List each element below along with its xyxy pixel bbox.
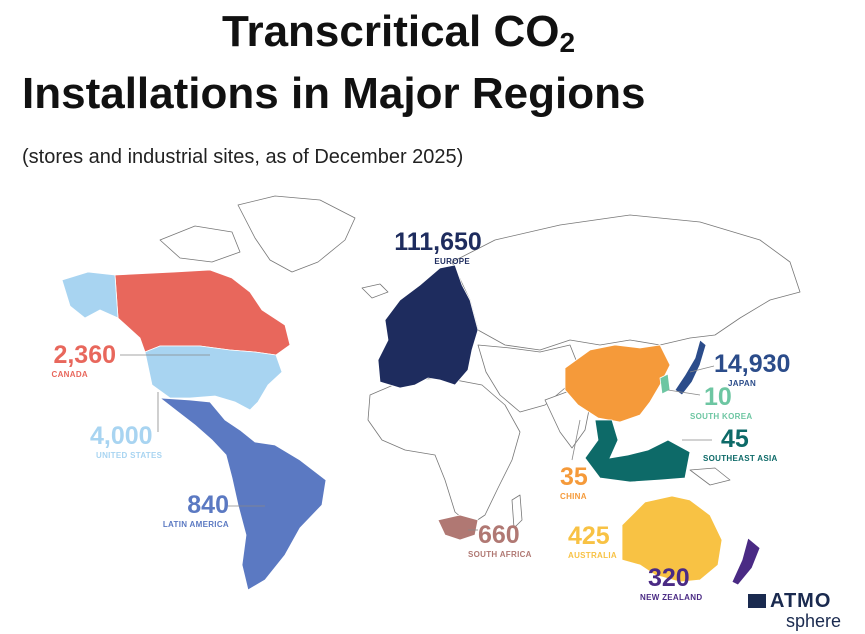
south-africa-region — [437, 514, 479, 541]
korea-leader-line — [667, 389, 701, 396]
label-latin-america: 840 LATIN AMERICA — [145, 491, 229, 530]
name-japan: JAPAN — [728, 379, 757, 388]
value-china: 35 — [560, 463, 588, 491]
greenland-shape — [237, 195, 356, 273]
chart-subtitle: (stores and industrial sites, as of Dece… — [22, 146, 464, 168]
australia-region — [621, 495, 723, 583]
value-japan: 14,930 — [714, 350, 791, 378]
value-australia: 425 — [568, 522, 610, 550]
china-leader-line — [571, 419, 581, 461]
value-new-zealand: 320 — [648, 564, 690, 592]
south-korea-region — [659, 373, 671, 395]
logo-mark-icon — [748, 594, 766, 608]
label-usa: 4,000 UNITED STATES — [90, 422, 200, 461]
label-australia: 425 AUSTRALIA — [568, 522, 638, 561]
usa-region — [144, 345, 283, 411]
logo-bottom-text: sphere — [786, 611, 842, 631]
label-new-zealand: 320 NEW ZEALAND — [640, 564, 730, 603]
name-south-africa: SOUTH AFRICA — [468, 550, 532, 559]
value-europe: 111,650 — [394, 228, 482, 256]
name-china: CHINA — [560, 492, 587, 501]
value-usa: 4,000 — [90, 422, 153, 450]
iceland-shape — [361, 283, 389, 299]
value-south-korea: 10 — [704, 383, 732, 411]
africa-shape — [367, 377, 521, 526]
label-canada: 2,360 CANADA — [18, 341, 116, 380]
china-region — [564, 344, 671, 423]
name-new-zealand: NEW ZEALAND — [640, 593, 703, 602]
japan-leader-line — [689, 365, 715, 373]
chart-title-line1: Transcritical CO2 — [222, 10, 575, 57]
canada-region — [114, 269, 291, 356]
name-southeast-asia: SOUTHEAST ASIA — [703, 454, 778, 463]
value-latin-america: 840 — [187, 491, 229, 519]
madagascar-shape — [511, 494, 523, 529]
new-zealand-region — [731, 537, 761, 586]
atmosphere-logo: ATMO sphere — [748, 590, 858, 632]
russia-shape — [451, 214, 801, 351]
label-japan: 14,930 JAPAN — [714, 350, 804, 389]
chart-title-line2: Installations in Major Regions — [22, 69, 646, 118]
logo-top-text: ATMO — [770, 590, 832, 612]
europe-region — [377, 264, 479, 389]
value-south-africa: 660 — [478, 521, 520, 549]
title-line1-text: Transcritical CO — [222, 7, 560, 56]
title-subscript: 2 — [559, 27, 576, 58]
value-southeast-asia: 45 — [721, 425, 749, 453]
value-canada: 2,360 — [53, 341, 116, 369]
name-australia: AUSTRALIA — [568, 551, 617, 560]
southeast-asia-region — [584, 419, 691, 483]
label-china: 35 CHINA — [560, 463, 610, 502]
label-europe: 111,650 EUROPE — [388, 228, 488, 267]
label-south-korea: 10 SOUTH KOREA — [690, 383, 770, 422]
alaska-region — [61, 271, 119, 319]
name-europe: EUROPE — [434, 257, 470, 266]
label-south-africa: 660 SOUTH AFRICA — [468, 521, 558, 560]
name-canada: CANADA — [51, 370, 88, 379]
latin-america-region — [158, 397, 327, 591]
name-usa: UNITED STATES — [96, 451, 163, 460]
png-shape — [689, 467, 731, 486]
arctic-islands-shape — [159, 225, 241, 263]
name-latin-america: LATIN AMERICA — [162, 520, 229, 529]
name-south-korea: SOUTH KOREA — [690, 412, 753, 421]
japan-region — [674, 339, 707, 396]
label-southeast-asia: 45 SOUTHEAST ASIA — [703, 425, 783, 464]
